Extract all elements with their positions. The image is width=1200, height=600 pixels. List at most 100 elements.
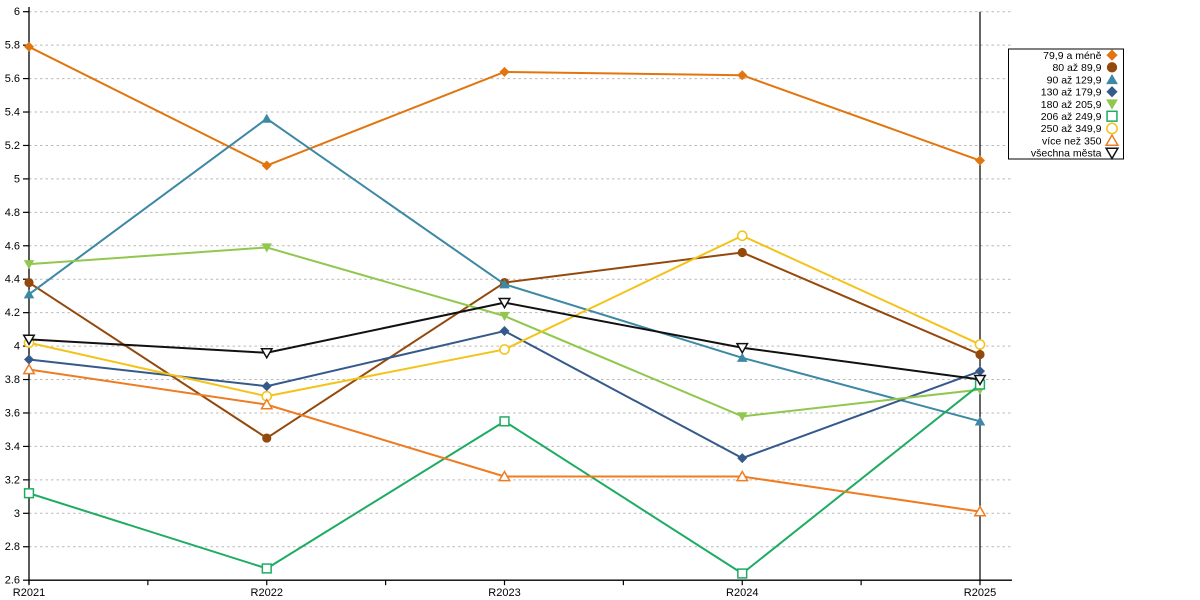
legend-marker-icon [1106, 62, 1118, 73]
y-axis-label: 5.6 [5, 73, 20, 85]
legend-marker-icon [1106, 122, 1118, 135]
y-axis-label: 5 [14, 173, 20, 185]
data-point-marker [973, 505, 987, 517]
y-axis-label: 5.4 [5, 107, 20, 119]
data-point-marker [23, 260, 35, 270]
data-point-marker [23, 488, 35, 499]
data-point-marker [261, 563, 272, 574]
data-point-marker [499, 279, 510, 289]
legend-label: 206 až 249,9 [1041, 111, 1102, 123]
legend-item: více než 350 [1042, 133, 1120, 147]
series-206-a-249-9 [23, 379, 986, 579]
x-axis-label: R2021 [13, 587, 45, 599]
y-axis-label: 6 [14, 6, 20, 18]
data-point-marker [23, 289, 35, 299]
data-point-marker [499, 344, 510, 355]
y-axis-label: 3.4 [5, 441, 20, 453]
data-point-marker [499, 416, 510, 427]
legend-label: 90 až 129,9 [1047, 74, 1102, 86]
y-axis-label: 3.2 [5, 474, 20, 486]
legend-item: 180 až 205,9 [1041, 99, 1118, 111]
x-axis-label: R2025 [964, 587, 996, 599]
series-180-a-205-9 [23, 243, 986, 422]
y-axis-label: 4 [14, 341, 20, 353]
legend-item: 250 až 349,9 [1041, 122, 1118, 135]
series-v-ce-ne-350 [22, 363, 987, 517]
data-point-marker [497, 297, 512, 310]
y-axis-label: 4.6 [5, 240, 20, 252]
y-axis-label: 3.6 [5, 407, 20, 419]
legend-marker-icon [1106, 86, 1118, 98]
series-79-9-a-m-n- [24, 41, 985, 171]
y-axis-label: 5.2 [5, 140, 20, 152]
data-point-marker [975, 366, 985, 377]
legend-label: všechna města [1031, 148, 1102, 160]
y-axis-label: 2.6 [5, 575, 20, 587]
legend-marker-icon [1104, 133, 1120, 147]
data-point-marker [24, 354, 34, 365]
legend-marker-icon [1106, 99, 1118, 110]
y-axis-label: 3.8 [5, 374, 20, 386]
legend-label: 180 až 205,9 [1041, 99, 1102, 111]
x-axis-label: R2022 [251, 587, 283, 599]
legend-box [1008, 48, 1124, 160]
legend-marker-icon [1104, 147, 1120, 160]
series-line [28, 45, 981, 167]
data-point-marker [24, 277, 34, 288]
data-point-marker [497, 470, 512, 482]
data-point-marker [24, 41, 34, 52]
data-point-marker [22, 363, 36, 375]
legend-item: 90 až 129,9 [1047, 73, 1118, 86]
series-v-echna-m-sta [22, 297, 987, 387]
legend-marker-icon [1106, 110, 1118, 122]
legend-marker-icon [1106, 49, 1118, 61]
data-point-marker [737, 412, 748, 422]
legend-label: 80 až 89,9 [1052, 62, 1101, 74]
data-point-marker [499, 311, 510, 322]
data-point-marker [737, 247, 747, 258]
data-point-marker [735, 470, 749, 482]
data-point-marker [973, 374, 987, 387]
data-point-marker [975, 349, 985, 360]
y-axis-label: 5.8 [5, 40, 20, 52]
data-point-marker [22, 334, 36, 346]
data-point-marker [974, 339, 986, 350]
data-point-marker [260, 347, 274, 360]
y-axis-label: 4.2 [5, 307, 20, 319]
y-axis-label: 4.8 [5, 207, 20, 219]
legend-label: 79,9 a méně [1043, 50, 1102, 62]
data-point-marker [737, 568, 748, 579]
data-point-marker [974, 416, 986, 426]
data-point-marker [737, 453, 748, 464]
data-point-marker [737, 70, 748, 81]
data-point-marker [975, 155, 985, 166]
y-axis-label: 4.4 [5, 274, 20, 286]
legend-item: 79,9 a méně [1043, 49, 1118, 62]
legend-item: všechna města [1031, 147, 1120, 160]
legend-item: 130 až 179,9 [1041, 86, 1118, 99]
data-point-marker [737, 352, 748, 362]
legend-label: 250 až 349,9 [1041, 123, 1102, 135]
data-point-marker [261, 381, 272, 392]
legend-item: 206 až 249,9 [1041, 110, 1118, 123]
legend-label: 130 až 179,9 [1041, 87, 1102, 99]
data-point-marker [261, 160, 272, 171]
data-point-marker [499, 66, 510, 77]
data-point-marker [260, 398, 274, 410]
data-point-marker [735, 342, 749, 355]
data-point-marker [736, 230, 748, 242]
data-point-marker [261, 113, 272, 123]
y-axis-label: 3 [14, 508, 20, 520]
series-130-a-179-9 [24, 326, 985, 464]
data-point-marker [261, 243, 272, 253]
data-point-marker [262, 433, 272, 443]
legend-item: 80 až 89,9 [1052, 62, 1118, 74]
series-line [28, 368, 981, 513]
legend-label: více než 350 [1042, 135, 1102, 147]
y-axis-label: 2.8 [5, 541, 20, 553]
x-axis-label: R2023 [488, 587, 520, 599]
x-axis-label: R2024 [726, 587, 758, 599]
